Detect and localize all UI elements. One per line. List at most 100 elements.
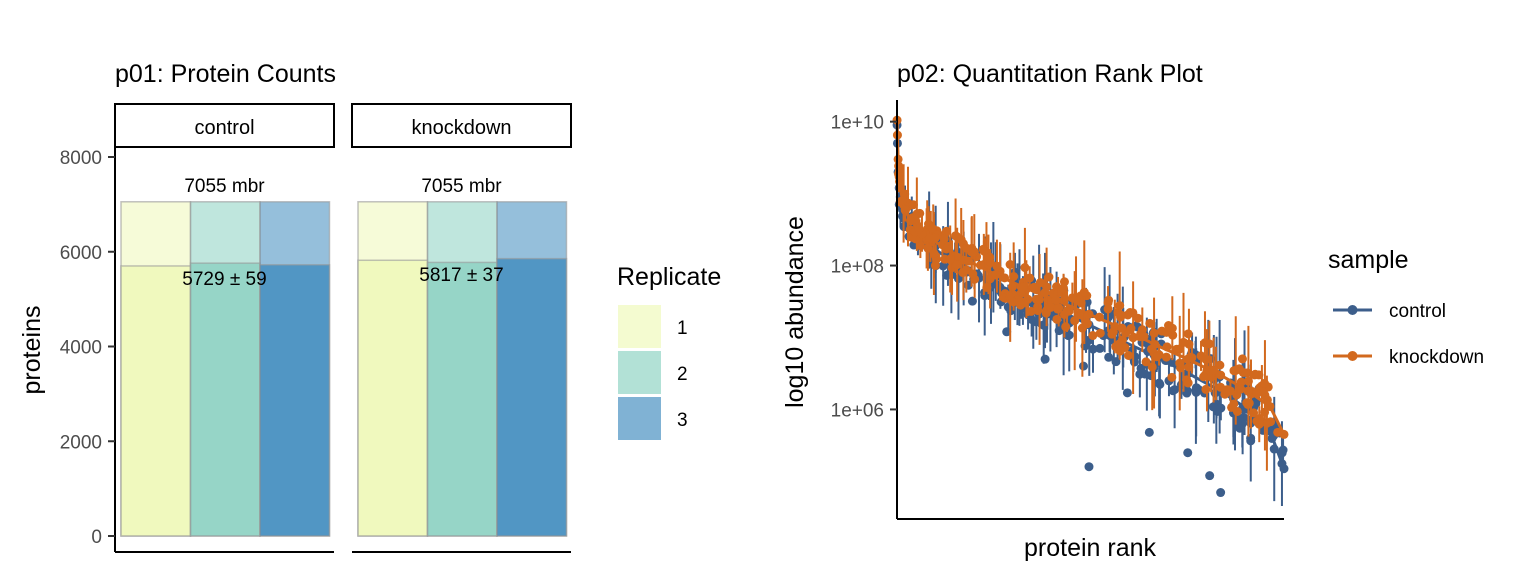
legend-key-point-control	[1347, 305, 1358, 315]
p01-title: p01: Protein Counts	[115, 60, 336, 88]
point-knockdown	[1149, 328, 1159, 338]
point-knockdown	[1020, 263, 1030, 273]
outlier-point-control	[967, 296, 977, 306]
outlier-point-knockdown	[908, 200, 918, 210]
point-knockdown	[1094, 312, 1104, 322]
point-knockdown	[1128, 333, 1138, 343]
point-knockdown	[1204, 339, 1214, 349]
point-knockdown	[1178, 337, 1188, 347]
bar-identified-knockdown-rep2	[426, 261, 498, 537]
point-knockdown	[1161, 352, 1171, 362]
point-knockdown	[1152, 352, 1162, 362]
point-knockdown	[1237, 354, 1247, 364]
point-knockdown	[1209, 365, 1219, 375]
point-knockdown	[1053, 304, 1063, 314]
p01-y-axis-label: proteins	[18, 306, 46, 395]
point-knockdown	[1265, 401, 1275, 411]
point-control	[1063, 331, 1073, 341]
legend-label-rep1: 1	[677, 318, 688, 339]
point-knockdown	[968, 269, 978, 279]
point-knockdown	[1025, 273, 1035, 283]
point-knockdown	[1051, 295, 1061, 305]
point-knockdown	[991, 270, 1001, 280]
point-knockdown	[1009, 271, 1019, 281]
point-knockdown	[1201, 384, 1211, 394]
point-knockdown	[1161, 327, 1171, 337]
point-knockdown	[1035, 294, 1045, 304]
point-knockdown	[1061, 322, 1071, 332]
point-knockdown	[911, 234, 921, 244]
point-knockdown	[1095, 328, 1105, 338]
p02-y-tick-label: 1e+08	[831, 257, 884, 278]
p01-y-tick-label: 4000	[60, 338, 102, 359]
outlier-point-control	[1002, 327, 1012, 337]
point-knockdown	[1236, 384, 1246, 394]
legend-swatch-rep3	[618, 397, 661, 440]
point-knockdown	[1139, 331, 1149, 341]
legend-key-point-knockdown	[1347, 351, 1358, 361]
point-knockdown	[1114, 339, 1124, 349]
p01-legend-title: Replicate	[617, 263, 721, 291]
point-knockdown	[929, 248, 939, 258]
control-mean-label: 5729 ± 59	[182, 269, 266, 290]
point-knockdown	[941, 244, 951, 254]
point-knockdown	[900, 205, 910, 215]
outlier-point-control	[1122, 388, 1132, 398]
point-knockdown	[1216, 370, 1226, 380]
point-knockdown	[952, 260, 962, 270]
point-knockdown	[1183, 354, 1193, 364]
point-control	[938, 261, 948, 271]
bar-identified-control-rep2	[189, 262, 261, 537]
bar-identified-knockdown-rep3	[496, 257, 568, 537]
outlier-point-control	[1040, 354, 1050, 364]
point-knockdown	[1124, 350, 1134, 360]
p02-y-axis-label: log10 abundance	[781, 216, 809, 408]
point-knockdown	[1244, 398, 1254, 408]
point-knockdown	[945, 254, 955, 264]
point-knockdown	[1035, 278, 1045, 288]
point-knockdown	[1141, 357, 1151, 367]
point-knockdown	[1018, 282, 1028, 292]
p02-x-axis-label: protein rank	[1024, 534, 1157, 562]
outlier-point-control	[1079, 361, 1089, 371]
point-knockdown	[1201, 354, 1211, 364]
point-knockdown	[1115, 346, 1125, 356]
point-knockdown	[1254, 419, 1264, 429]
point-knockdown	[1110, 322, 1120, 332]
point-knockdown	[1082, 319, 1092, 329]
bar-identified-knockdown-rep1	[357, 259, 429, 537]
point-knockdown	[992, 261, 1002, 271]
point-knockdown	[1234, 364, 1244, 374]
point-knockdown	[893, 154, 903, 164]
point-knockdown	[1116, 310, 1126, 320]
point-knockdown	[942, 226, 952, 236]
p01-legend: Replicate 1 2 3	[617, 263, 721, 440]
outlier-point-knockdown	[1029, 282, 1039, 292]
point-knockdown	[925, 233, 935, 243]
series-knockdown	[892, 115, 1289, 471]
p02-y-tick-label: 1e+06	[831, 400, 884, 421]
p02-legend-title: sample	[1328, 246, 1409, 274]
point-knockdown	[1229, 399, 1239, 409]
point-control	[1154, 378, 1164, 388]
facet-label-knockdown: knockdown	[411, 117, 511, 139]
p01-y-ticks: 0 2000 4000 6000 8000	[60, 148, 115, 548]
outlier-point-knockdown	[958, 268, 968, 278]
point-knockdown	[1117, 323, 1127, 333]
point-knockdown	[939, 234, 949, 244]
knockdown-mbr-label: 7055 mbr	[421, 176, 502, 197]
point-knockdown	[1084, 309, 1094, 319]
legend-label-knockdown: knockdown	[1389, 347, 1484, 368]
bar-identified-control-rep1	[120, 265, 192, 537]
outlier-point-knockdown	[1260, 378, 1270, 388]
point-knockdown	[1040, 288, 1050, 298]
point-control	[1279, 464, 1289, 474]
point-knockdown	[1262, 418, 1272, 428]
point-knockdown	[1103, 304, 1113, 314]
point-knockdown	[1147, 362, 1157, 372]
point-control	[1216, 403, 1226, 413]
point-knockdown	[1279, 429, 1289, 439]
point-knockdown	[897, 196, 907, 206]
point-knockdown	[1062, 306, 1072, 316]
